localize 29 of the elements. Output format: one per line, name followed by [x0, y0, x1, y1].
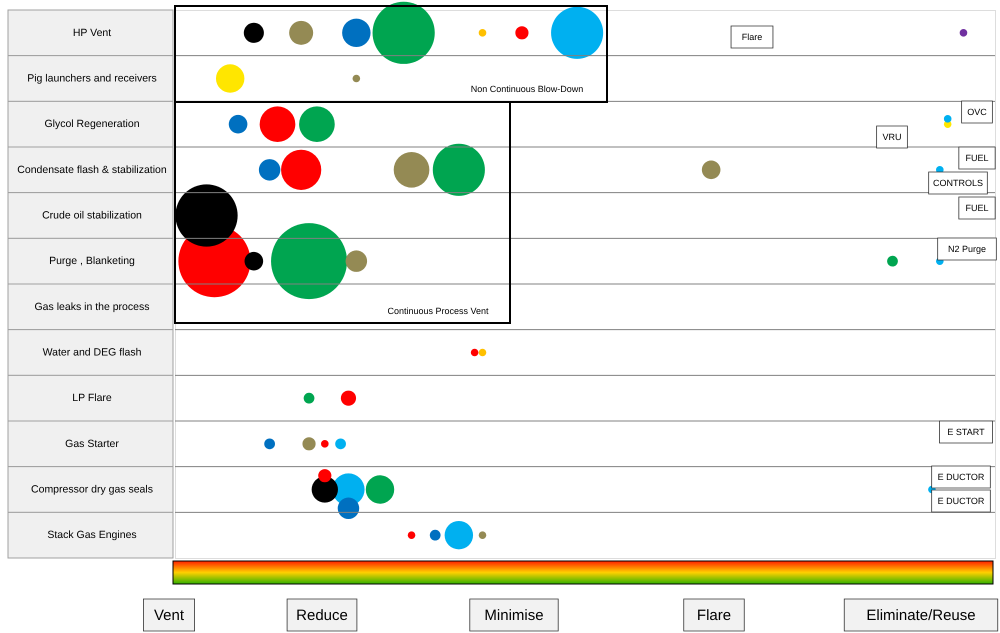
text: Eliminate/Reuse — [866, 607, 976, 624]
y-tick-label: Glycol Regeneration — [44, 118, 140, 130]
text: FUEL — [965, 203, 989, 213]
y-tick-label: HP Vent — [72, 26, 112, 39]
text: Flare — [696, 607, 732, 624]
annotation: E DUCTOR — [938, 496, 985, 506]
annotation: Continuous Process Vent — [387, 306, 490, 316]
y-tick-label: Pig launchers and receivers — [27, 72, 157, 84]
y-tick-label: LP Flare — [72, 392, 112, 404]
y-tick-label: Water and DEG flash — [42, 346, 142, 358]
text: Minimise — [484, 607, 544, 624]
y-tick-label: Stack Gas Engines — [47, 529, 137, 542]
text: FUEL — [965, 153, 989, 163]
y-tick-label: Gas Starter — [65, 438, 120, 450]
annotation: E DUCTOR — [938, 472, 985, 482]
annotation: Non Continuous Blow-Down — [470, 84, 584, 94]
annotation: CONTROLS — [932, 178, 984, 188]
y-tick-label: Crude oil stabilization — [42, 210, 142, 222]
y-tick-label: Compressor dry gas seals — [31, 484, 153, 496]
y-tick-label: Purge , Blanketing — [49, 255, 136, 268]
text: Reduce — [296, 607, 348, 624]
annotation: E START — [947, 427, 986, 437]
y-tick-label: Gas leaks in the process — [34, 300, 150, 313]
annotation: VRU — [882, 132, 902, 142]
text: OVC — [967, 107, 988, 117]
text: Vent — [154, 607, 185, 624]
y-tick-label: Condensate flash & stabilization — [17, 164, 167, 176]
annotation: Flare — [742, 32, 762, 42]
annotation: N2 Purge — [948, 244, 986, 254]
